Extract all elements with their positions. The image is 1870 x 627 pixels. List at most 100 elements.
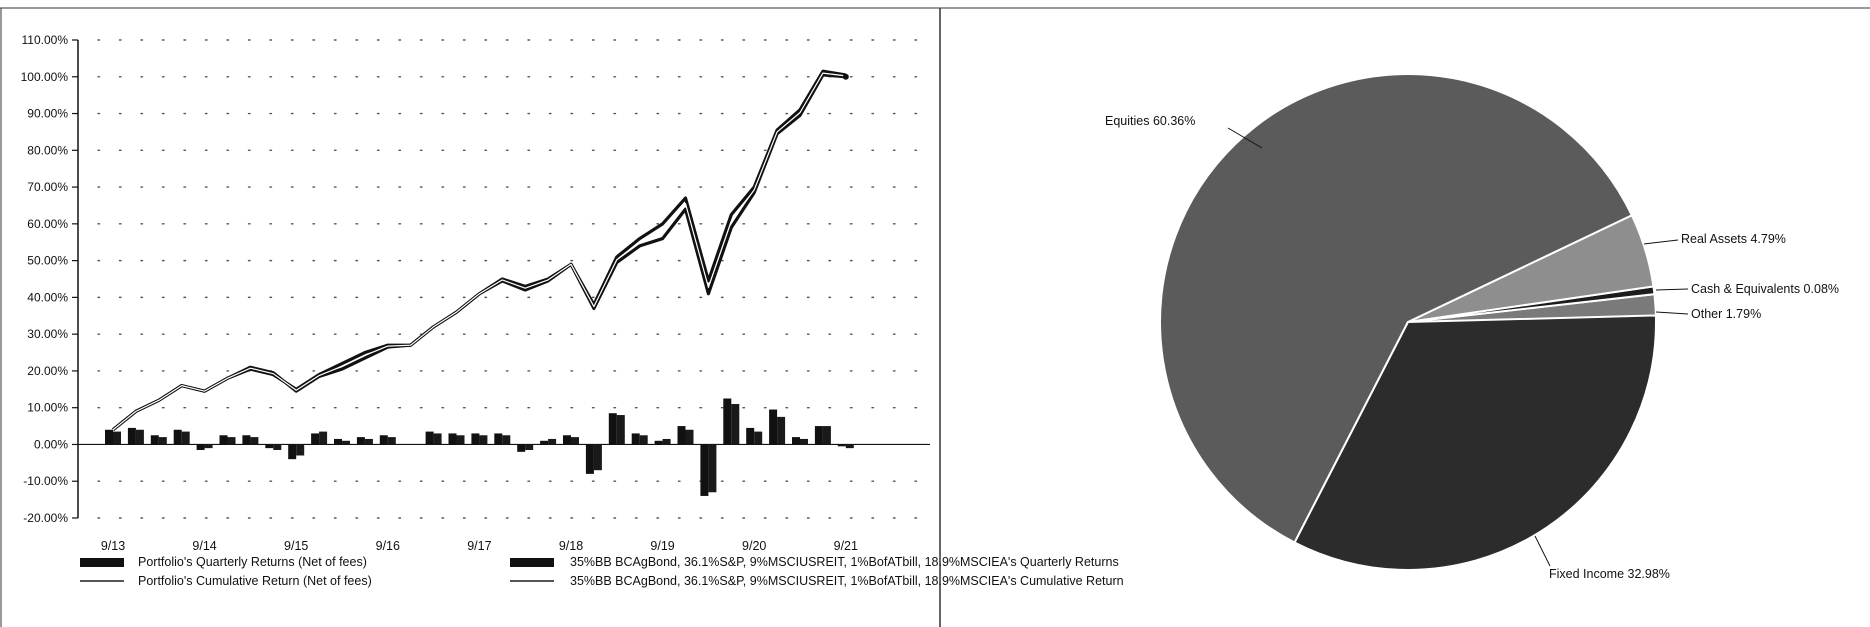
line-series <box>111 69 849 432</box>
x-axis: 9/13 9/14 9/15 9/16 9/17 9/18 9/19 9/20 9/21 <box>78 443 930 553</box>
y-tick-label: 0.00% <box>34 437 68 451</box>
bar-portfolio-quarterly <box>494 433 503 445</box>
y-tick-label: 60.00% <box>27 217 68 231</box>
bar-benchmark-quarterly <box>227 437 236 445</box>
legend-swatch-benchmark-quarterly <box>510 558 554 567</box>
pie-slice-equities <box>1159 73 1634 544</box>
bar-portfolio-quarterly <box>792 437 800 445</box>
y-axis: -20.00% -10.00% 0.00% 10.00% 20.00% 30.00% 40.… <box>21 33 79 525</box>
x-tick-label: 9/17 <box>467 539 491 553</box>
allocation-pie: Equities 60.36% Real Assets 4.79% Cash & E… <box>1105 73 1839 581</box>
bar-benchmark-quarterly <box>525 444 534 450</box>
bar-benchmark-quarterly <box>158 437 167 445</box>
bar-benchmark-quarterly <box>387 437 396 445</box>
x-tick-label: 9/14 <box>192 539 216 553</box>
bar-benchmark-quarterly <box>685 429 694 445</box>
bar-benchmark-quarterly <box>250 437 259 445</box>
bar-benchmark-quarterly <box>502 435 511 445</box>
bar-portfolio-quarterly <box>127 427 136 445</box>
bar-portfolio-quarterly <box>334 438 342 445</box>
y-tick-label: 70.00% <box>27 180 68 194</box>
bar-portfolio-quarterly <box>814 426 823 445</box>
line-separator <box>112 72 846 431</box>
pie-label-real-assets: Real Assets 4.79% <box>1681 232 1786 246</box>
bar-benchmark-quarterly <box>319 431 328 445</box>
bar-portfolio-quarterly <box>173 429 182 445</box>
bar-series <box>105 398 854 496</box>
bar-benchmark-quarterly <box>845 444 854 449</box>
bar-portfolio-quarterly <box>677 426 686 445</box>
bar-portfolio-quarterly <box>242 435 251 445</box>
bar-benchmark-quarterly <box>731 404 740 445</box>
bar-benchmark-quarterly <box>342 440 350 445</box>
bar-benchmark-quarterly <box>273 444 282 450</box>
bar-portfolio-quarterly <box>150 435 159 445</box>
bar-benchmark-quarterly <box>593 444 602 471</box>
bar-benchmark-quarterly <box>800 438 808 445</box>
bar-portfolio-quarterly <box>265 444 274 449</box>
pie-label-cash: Cash & Equivalents 0.08% <box>1691 282 1839 296</box>
bar-benchmark-quarterly <box>135 429 144 445</box>
y-tick-label: 40.00% <box>27 290 68 304</box>
legend-label-portfolio-cumulative: Portfolio's Cumulative Return (Net of fe… <box>138 574 372 588</box>
y-tick-label: 90.00% <box>27 107 68 121</box>
pie-slice-fixed-income <box>1293 314 1657 571</box>
bar-benchmark-quarterly <box>479 435 488 445</box>
bar-benchmark-quarterly <box>571 437 579 445</box>
y-tick-label: 10.00% <box>27 401 68 415</box>
bar-benchmark-quarterly <box>639 435 648 445</box>
x-tick-label: 9/15 <box>284 539 308 553</box>
legend-label-portfolio-quarterly: Portfolio's Quarterly Returns (Net of fe… <box>138 555 367 569</box>
bar-portfolio-quarterly <box>356 437 365 445</box>
pie-leader-line <box>1227 127 1263 149</box>
pie-leader-line <box>1534 535 1551 567</box>
pie-label-fixed-income: Fixed Income 32.98% <box>1549 567 1670 581</box>
bar-benchmark-quarterly <box>296 444 305 456</box>
bar-benchmark-quarterly <box>822 426 831 445</box>
y-tick-label: 80.00% <box>27 143 68 157</box>
pie-leader-line <box>1655 288 1689 291</box>
pie-label-other: Other 1.79% <box>1691 307 1761 321</box>
legend-label-benchmark-quarterly: 35%BB BCAgBond, 36.1%S&P, 9%MSCIUSREIT, … <box>570 555 1119 569</box>
bar-portfolio-quarterly <box>311 433 320 445</box>
x-tick-label: 9/19 <box>650 539 674 553</box>
pie-leader-line <box>1643 239 1679 245</box>
bar-portfolio-quarterly <box>631 433 640 445</box>
bar-portfolio-quarterly <box>105 429 113 445</box>
line-portfolio-cumulative <box>111 73 846 432</box>
bar-benchmark-quarterly <box>754 431 763 445</box>
pie-label-equities: Equities 60.36% <box>1105 114 1195 128</box>
bar-portfolio-quarterly <box>746 427 755 445</box>
bar-portfolio-quarterly <box>471 433 480 445</box>
x-tick-label: 9/20 <box>742 539 766 553</box>
chart-legend: Portfolio's Quarterly Returns (Net of fe… <box>80 555 1124 588</box>
y-tick-label: -20.00% <box>23 511 68 525</box>
legend-swatch-portfolio-quarterly <box>80 558 124 567</box>
bar-benchmark-quarterly <box>204 444 213 449</box>
bar-portfolio-quarterly <box>288 444 297 460</box>
bar-benchmark-quarterly <box>181 431 190 445</box>
line-end-marker <box>842 73 849 80</box>
bar-portfolio-quarterly <box>769 409 778 445</box>
bar-benchmark-quarterly <box>777 416 786 445</box>
y-tick-label: -10.00% <box>23 474 68 488</box>
bar-benchmark-quarterly <box>113 431 121 445</box>
bar-portfolio-quarterly <box>654 440 663 445</box>
line-benchmark-cumulative <box>111 69 847 432</box>
bar-portfolio-quarterly <box>448 433 457 445</box>
y-tick-label: 20.00% <box>27 364 68 378</box>
bar-benchmark-quarterly <box>708 444 717 493</box>
bar-portfolio-quarterly <box>379 435 388 445</box>
bar-benchmark-quarterly <box>433 433 442 445</box>
legend-label-benchmark-cumulative: 35%BB BCAgBond, 36.1%S&P, 9%MSCIUSREIT, … <box>570 574 1124 588</box>
bar-portfolio-quarterly <box>196 444 205 450</box>
bar-portfolio-quarterly <box>700 444 709 496</box>
x-tick-label: 9/18 <box>559 539 583 553</box>
returns-chart: -20.00% -10.00% 0.00% 10.00% 20.00% 30.00% 40.… <box>21 33 930 553</box>
bar-benchmark-quarterly <box>662 438 671 445</box>
x-tick-label: 9/13 <box>101 539 125 553</box>
bar-portfolio-quarterly <box>723 398 732 445</box>
bar-portfolio-quarterly <box>540 440 549 445</box>
bar-portfolio-quarterly <box>425 431 434 445</box>
bar-portfolio-quarterly <box>585 444 594 474</box>
